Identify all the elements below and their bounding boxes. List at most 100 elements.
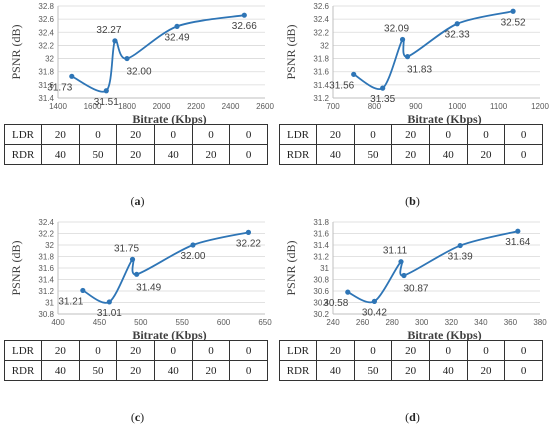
data-label: 31.39 — [448, 252, 473, 263]
series-line — [347, 230, 519, 304]
table-cell: 0 — [504, 340, 543, 361]
data-point — [241, 12, 247, 18]
x-tick-label: 900 — [409, 102, 423, 111]
data-point — [457, 242, 463, 249]
y-tick-label: 31.6 — [38, 81, 54, 90]
data-label: 31.21 — [58, 296, 83, 307]
data-point — [103, 88, 109, 94]
table-cell: 0 — [353, 340, 393, 361]
row-label: RDR — [4, 360, 42, 381]
x-tick-label: 600 — [217, 318, 231, 327]
x-tick-label: 1100 — [490, 102, 508, 111]
data-point — [124, 55, 130, 62]
row-label: RDR — [4, 144, 42, 165]
x-tick-label: 550 — [176, 318, 190, 327]
table-cell: 0 — [504, 360, 543, 381]
y-tick-label: 31.4 — [313, 241, 329, 250]
table-cell: 0 — [229, 124, 268, 145]
chart-a: 31.4 31.6 31.8 32 32.2 32.4 32.6 32.8 1400 1600 18… — [9, 2, 274, 125]
chart-d: 30.2 30.4 30.6 30.8 31 31.2 31.4 31.6 31.8 240 260… — [284, 218, 547, 341]
data-label: 32.27 — [96, 25, 121, 36]
table-cell: 40 — [153, 360, 193, 381]
table-cell: 40 — [316, 360, 355, 381]
table-cell: 0 — [153, 124, 193, 145]
table-cell: 0 — [191, 340, 231, 361]
row-label: RDR — [279, 360, 317, 381]
data-label: 31.49 — [136, 282, 161, 293]
y-tick-label: 32.6 — [313, 2, 329, 11]
y-tick-label: 31.8 — [38, 253, 54, 262]
table-cell: 0 — [428, 340, 468, 361]
x-tick-label: 240 — [326, 318, 340, 327]
y-tick-label: 31.4 — [313, 81, 329, 90]
data-label: 32.66 — [232, 21, 257, 32]
y-tick-label: 31.2 — [313, 94, 329, 103]
table-row-ldr: LDR 20 0 20 0 0 0 — [279, 124, 543, 145]
x-tick-label: 380 — [533, 318, 547, 327]
table-cell: 0 — [428, 124, 468, 145]
config-table-d: LDR 20 0 20 0 0 0 RDR 40 50 20 40 20 0 — [279, 340, 543, 381]
x-tick-label: 650 — [258, 318, 272, 327]
table-cell: 0 — [353, 124, 393, 145]
chart-panel-b: 31.2 31.4 31.6 31.8 32 32.2 32.4 32.6 700 800 900 1… — [275, 0, 550, 216]
y-tick-label: 31 — [45, 299, 54, 308]
data-point — [174, 23, 180, 29]
y-tick-label: 31.4 — [38, 94, 54, 103]
chart-panel-d: 30.2 30.4 30.6 30.8 31 31.2 31.4 31.6 31.8 240 260… — [275, 216, 550, 432]
table-cell: 50 — [353, 360, 393, 381]
x-tick-label: 400 — [51, 318, 65, 327]
table-cell: 20 — [116, 144, 155, 165]
data-label: 31.35 — [370, 94, 395, 105]
data-label: 31.56 — [329, 80, 354, 91]
y-tick-label: 31.2 — [38, 287, 54, 296]
table-cell: 20 — [391, 360, 430, 381]
y-axis-title: PSNR (dB) — [9, 24, 23, 79]
data-point — [345, 289, 351, 295]
x-tick-label: 360 — [504, 318, 518, 327]
data-point — [80, 287, 86, 294]
data-label: 32.52 — [501, 17, 526, 28]
table-cell: 20 — [116, 360, 155, 381]
y-tick-label: 31.8 — [313, 55, 329, 64]
y-tick-label: 31.4 — [38, 276, 54, 285]
data-point — [454, 21, 460, 27]
data-point — [380, 85, 386, 91]
table-row-rdr: RDR 40 50 20 40 20 0 — [4, 144, 268, 165]
data-point — [190, 242, 196, 248]
table-cell: 40 — [428, 144, 468, 165]
x-axis-title: Bitrate (Kbps) — [407, 328, 481, 341]
y-tick-label: 32 — [320, 41, 329, 50]
x-axis-title: Bitrate (Kbps) — [132, 112, 206, 125]
y-tick-label: 30.8 — [313, 276, 329, 285]
table-cell: 0 — [504, 124, 543, 145]
data-point — [371, 298, 377, 304]
x-tick-label: 1600 — [84, 102, 102, 111]
table-row-rdr: RDR 40 50 20 40 20 0 — [4, 360, 268, 381]
data-point — [69, 73, 75, 79]
x-tick-label: 800 — [368, 102, 382, 111]
x-tick-label: 1400 — [49, 102, 67, 111]
table-cell: 20 — [391, 144, 430, 165]
caption-d: (d) — [405, 410, 420, 424]
row-label: LDR — [4, 340, 42, 361]
y-tick-label: 32 — [45, 241, 54, 250]
caption-a: (a) — [130, 194, 145, 208]
table-cell: 0 — [504, 144, 543, 165]
x-tick-label: 450 — [93, 318, 107, 327]
data-point — [134, 271, 140, 277]
x-axis-title: Bitrate (Kbps) — [132, 328, 206, 341]
data-label: 32.00 — [180, 251, 205, 262]
x-tick-label: 1200 — [531, 102, 549, 111]
table-cell: 20 — [391, 340, 430, 361]
data-point — [399, 36, 406, 43]
row-label: LDR — [279, 340, 317, 361]
y-tick-label: 30.6 — [313, 287, 329, 296]
y-tick-label: 31.6 — [38, 264, 54, 273]
y-tick-label: 32.8 — [38, 2, 54, 11]
table-cell: 0 — [466, 124, 506, 145]
table-cell: 20 — [41, 340, 80, 361]
x-axis-title: Bitrate (Kbps) — [407, 112, 481, 125]
config-table-a: LDR 20 0 20 0 0 0 RDR 40 50 20 40 20 0 — [4, 124, 268, 165]
y-tick-label: 32.2 — [38, 41, 54, 50]
table-cell: 40 — [428, 360, 468, 381]
